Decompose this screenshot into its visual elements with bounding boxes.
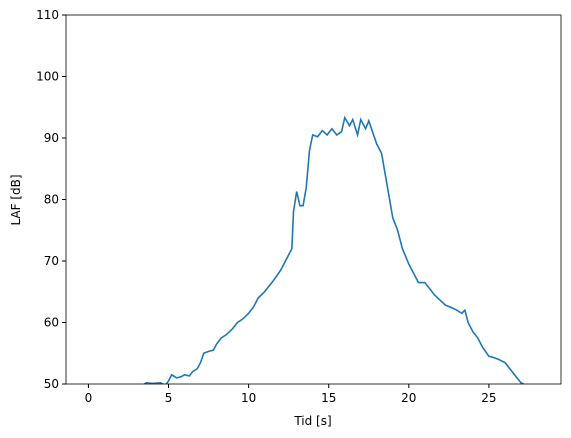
data-line [143, 115, 526, 384]
y-tick-label: 90 [44, 131, 59, 145]
plot-frame [65, 14, 562, 385]
x-tick-label: 0 [85, 391, 93, 405]
x-tick-label: 25 [481, 391, 496, 405]
x-tick-label: 20 [401, 391, 416, 405]
x-tick-label: 15 [321, 391, 336, 405]
y-tick-label: 100 [36, 70, 59, 84]
x-axis-label: Tid [s] [293, 414, 331, 428]
y-axis-label: LAF [dB] [9, 174, 23, 225]
y-tick-label: 80 [44, 193, 59, 207]
y-tick-label: 70 [44, 254, 59, 268]
y-tick-label: 50 [44, 377, 59, 391]
x-tick-label: 5 [165, 391, 173, 405]
x-tick-label: 10 [241, 391, 256, 405]
y-tick-label: 60 [44, 316, 59, 330]
y-tick-label: 110 [36, 8, 59, 22]
